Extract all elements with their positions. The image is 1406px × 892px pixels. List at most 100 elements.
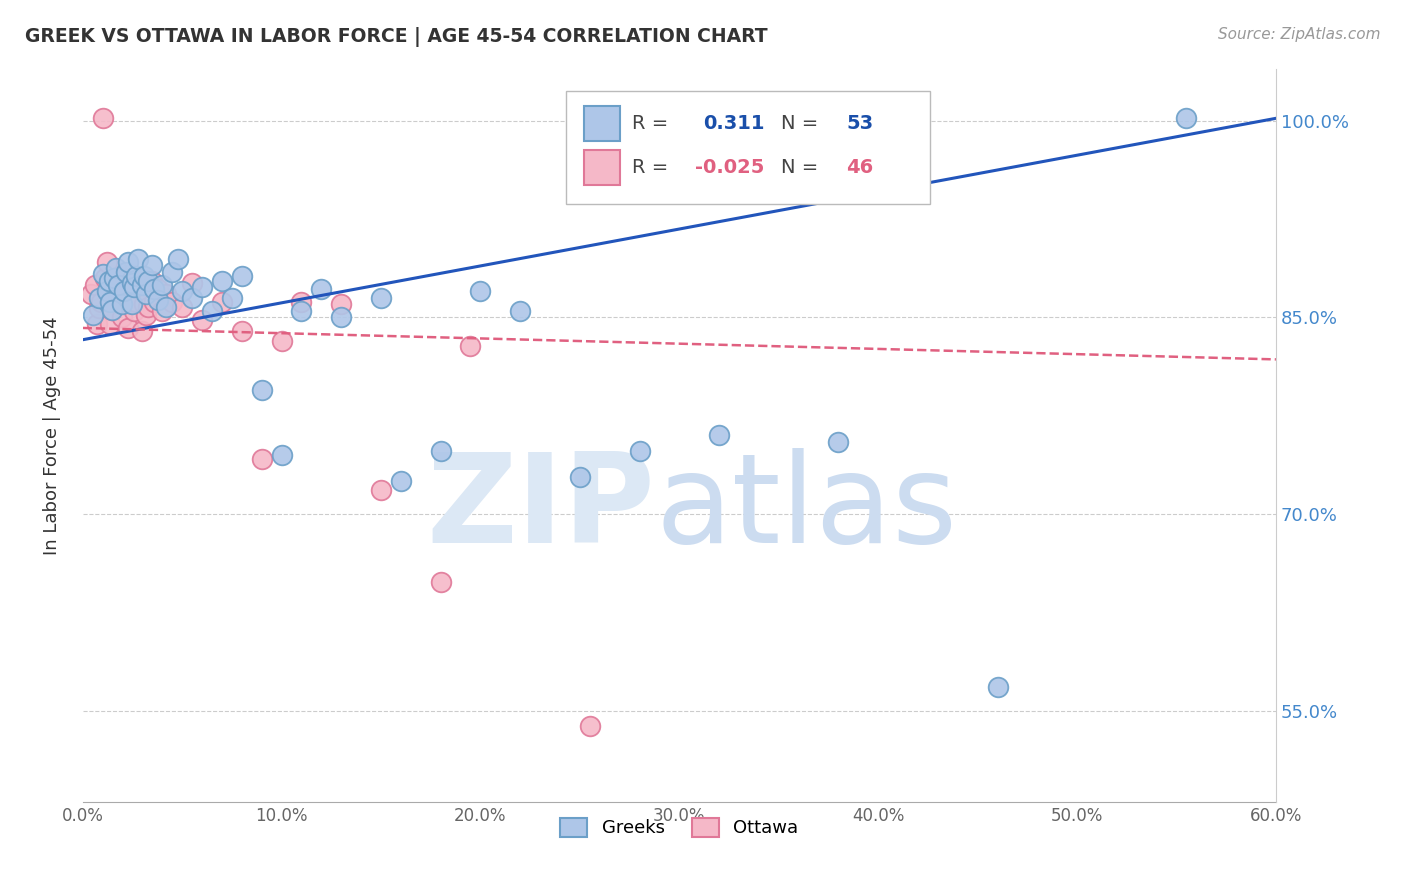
Point <box>172 285 194 299</box>
Point <box>82 308 104 322</box>
Point <box>111 297 134 311</box>
Point <box>117 255 139 269</box>
Legend: Greeks, Ottawa: Greeks, Ottawa <box>553 811 806 845</box>
Point <box>143 282 166 296</box>
Point <box>135 308 157 322</box>
Text: Source: ZipAtlas.com: Source: ZipAtlas.com <box>1218 27 1381 42</box>
Point <box>143 294 166 309</box>
Point <box>211 274 233 288</box>
Point <box>201 304 224 318</box>
Text: N =: N = <box>780 114 824 133</box>
Point <box>827 434 849 449</box>
Point <box>460 339 482 353</box>
Point <box>127 252 149 266</box>
Point <box>101 302 124 317</box>
Point <box>231 268 253 283</box>
Text: ZIP: ZIP <box>426 449 655 569</box>
Point <box>125 294 148 309</box>
Text: atlas: atlas <box>655 449 957 569</box>
Point <box>141 274 163 288</box>
Point <box>141 258 163 272</box>
Point <box>86 317 108 331</box>
Point <box>97 277 120 292</box>
Point <box>429 444 451 458</box>
Point <box>105 291 128 305</box>
Point <box>181 291 204 305</box>
Point <box>986 680 1008 694</box>
Point <box>370 483 392 498</box>
Point <box>211 294 233 309</box>
Point <box>578 719 600 733</box>
Point <box>167 252 190 266</box>
Point <box>160 294 183 309</box>
Point <box>124 280 146 294</box>
Point <box>270 448 292 462</box>
Point <box>370 291 392 305</box>
Point <box>155 286 177 301</box>
Point <box>112 294 135 309</box>
Point <box>112 285 135 299</box>
Point <box>191 313 214 327</box>
Point <box>221 291 243 305</box>
Point <box>628 444 651 458</box>
Point <box>707 428 730 442</box>
Point <box>250 452 273 467</box>
Point <box>311 282 333 296</box>
Point <box>124 304 146 318</box>
Point <box>160 264 183 278</box>
Text: N =: N = <box>780 158 824 178</box>
Point <box>250 383 273 397</box>
Point <box>330 310 353 325</box>
Text: 46: 46 <box>846 158 873 178</box>
Point <box>150 304 173 318</box>
Point <box>96 285 118 299</box>
Point <box>101 302 124 317</box>
Point <box>107 277 129 292</box>
Point <box>103 271 125 285</box>
Point <box>105 260 128 275</box>
FancyBboxPatch shape <box>567 90 929 204</box>
Point <box>91 267 114 281</box>
Point <box>429 575 451 590</box>
Text: R =: R = <box>631 114 673 133</box>
Point <box>191 280 214 294</box>
Point <box>110 268 132 283</box>
Point <box>290 294 312 309</box>
Point <box>290 304 312 318</box>
Point <box>150 277 173 292</box>
Point <box>131 324 153 338</box>
Point <box>172 300 194 314</box>
Point <box>87 291 110 305</box>
Point <box>470 285 492 299</box>
Point <box>568 470 591 484</box>
Bar <box>583 150 620 186</box>
Point <box>270 334 292 348</box>
Point <box>117 321 139 335</box>
Point <box>87 301 110 316</box>
Point <box>97 274 120 288</box>
Point <box>93 271 115 285</box>
Point <box>121 277 143 291</box>
Point <box>83 277 105 292</box>
Point <box>79 286 101 301</box>
Text: GREEK VS OTTAWA IN LABOR FORCE | AGE 45-54 CORRELATION CHART: GREEK VS OTTAWA IN LABOR FORCE | AGE 45-… <box>25 27 768 46</box>
Point <box>148 293 170 308</box>
Point <box>135 286 157 301</box>
Point <box>1175 112 1198 126</box>
Point <box>134 268 156 283</box>
Point <box>111 310 134 325</box>
Point <box>148 282 170 296</box>
Point <box>181 277 204 291</box>
Point <box>136 300 159 314</box>
Point <box>131 277 153 292</box>
Point <box>96 255 118 269</box>
Y-axis label: In Labor Force | Age 45-54: In Labor Force | Age 45-54 <box>44 316 60 555</box>
Text: R =: R = <box>631 158 673 178</box>
Point <box>91 112 114 126</box>
Point <box>330 297 353 311</box>
Point <box>90 294 112 309</box>
Point <box>136 274 159 288</box>
Text: -0.025: -0.025 <box>695 158 765 178</box>
Point <box>107 274 129 288</box>
Text: 53: 53 <box>846 114 873 133</box>
